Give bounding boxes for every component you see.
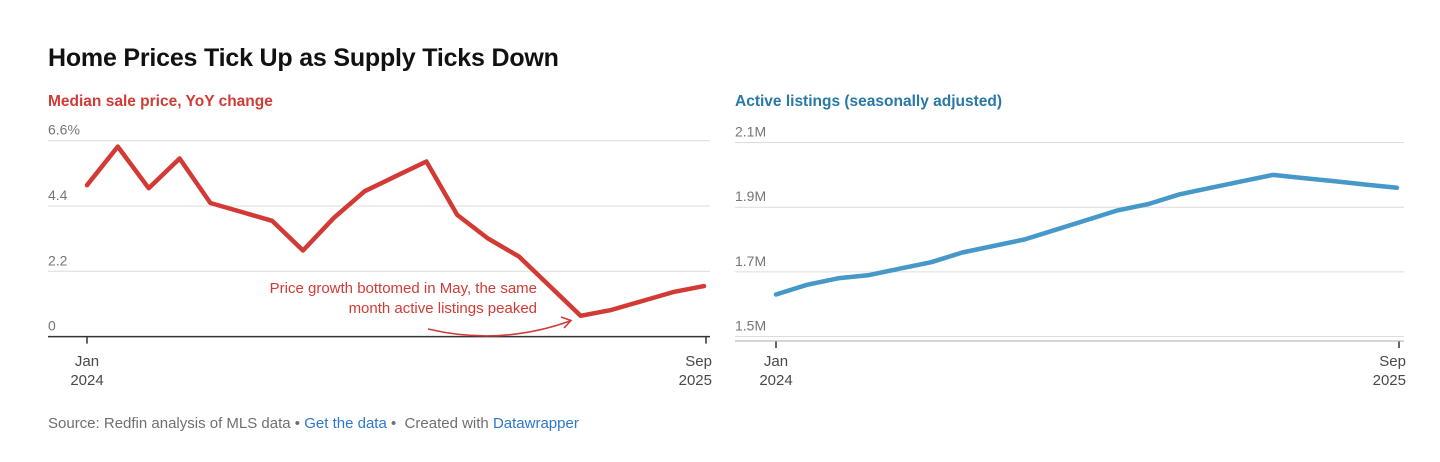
x-axis-label: Jan <box>75 353 99 370</box>
active-listings-chart: 2.1M 1.9M 1.7M 1.5M Jan 2024 Sep 2025 <box>735 124 1406 389</box>
y-axis-label: 6.6% <box>48 122 80 138</box>
annotation-text: Price growth bottomed in May, the same <box>270 280 537 297</box>
median-price-line <box>84 144 707 319</box>
median-price-chart-title: Median sale price, YoY change <box>48 93 273 110</box>
annotation-arrow <box>427 320 571 337</box>
footer-separator: • <box>290 415 305 432</box>
y-axis-label: 2.1M <box>735 124 766 140</box>
x-axis-label: Sep <box>685 353 712 370</box>
x-axis-label: Sep <box>1379 353 1406 370</box>
page-title: Home Prices Tick Up as Supply Ticks Down <box>48 43 559 72</box>
y-axis-label: 1.9M <box>735 188 766 204</box>
active-listings-line <box>773 172 1400 297</box>
footer: Source: Redfin analysis of MLS data • Ge… <box>48 415 579 432</box>
active-listings-chart-title: Active listings (seasonally adjusted) <box>735 93 1003 110</box>
charts-canvas: 6.6% 4.4 2.2 0 Jan 2024 Sep 2025 Price growth bo… <box>48 122 1406 389</box>
y-axis-label: 0 <box>48 318 56 334</box>
footer-created-with-text: Created with <box>400 415 493 432</box>
x-axis-label: 2024 <box>759 372 792 389</box>
x-axis-label: 2024 <box>70 372 103 389</box>
annotation-arrowhead <box>560 316 573 329</box>
annotation-text: month active listings peaked <box>349 300 537 317</box>
footer-source-text: Source: Redfin analysis of MLS data <box>48 415 291 432</box>
x-axis-label: Jan <box>764 353 788 370</box>
y-axis-label: 4.4 <box>48 187 68 203</box>
x-axis-label: 2025 <box>1373 372 1406 389</box>
y-axis-label: 1.5M <box>735 318 766 334</box>
x-axis-label: 2025 <box>679 372 712 389</box>
y-axis-label: 2.2 <box>48 252 68 268</box>
get-the-data-link[interactable]: Get the data <box>304 415 387 432</box>
median-price-chart: 6.6% 4.4 2.2 0 Jan 2024 Sep 2025 Price growth bo… <box>48 122 712 389</box>
y-axis-label: 1.7M <box>735 253 766 269</box>
datawrapper-link[interactable]: Datawrapper <box>492 415 579 432</box>
footer-separator: • <box>386 415 401 432</box>
